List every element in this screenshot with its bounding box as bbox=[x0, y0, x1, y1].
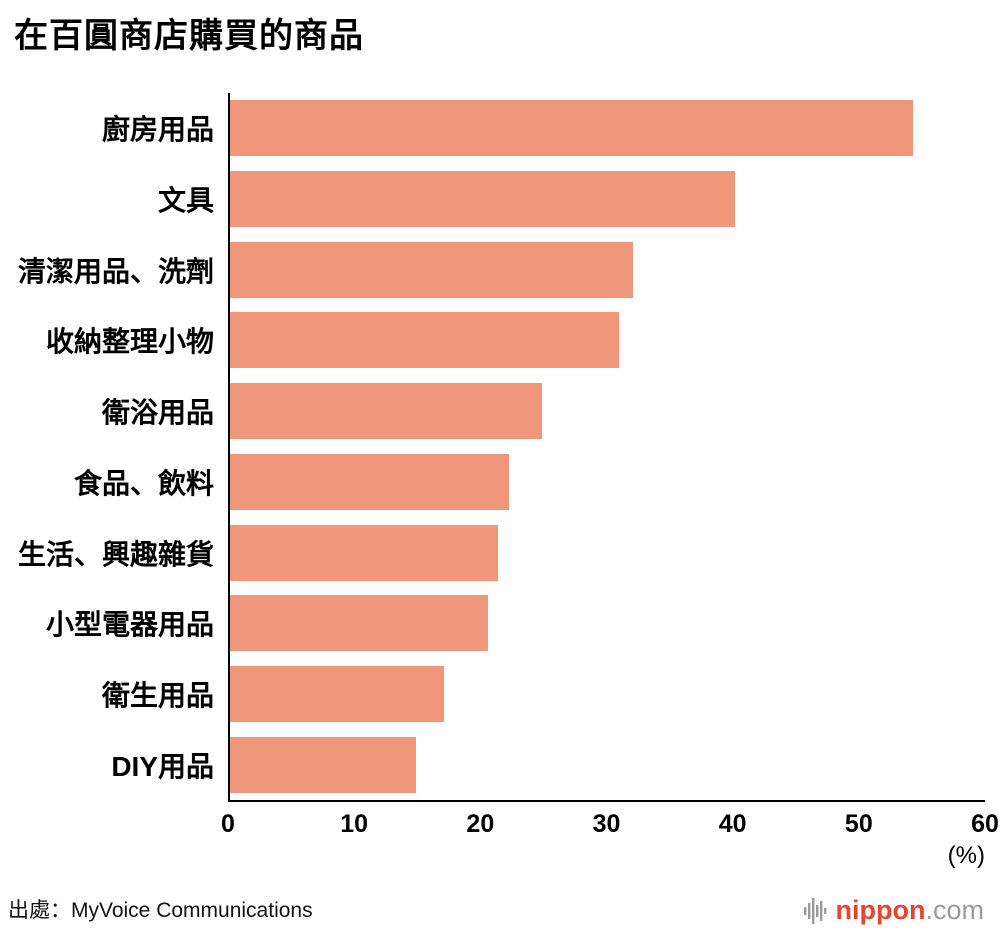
x-tick-label: 40 bbox=[718, 810, 747, 838]
axis-unit-label: (%) bbox=[947, 842, 985, 869]
bar-area bbox=[228, 234, 985, 305]
bar bbox=[228, 312, 620, 369]
bar bbox=[228, 241, 633, 298]
x-tick-label: 10 bbox=[340, 810, 369, 838]
bar-area bbox=[228, 93, 985, 164]
chart-row: 食品、飲料 bbox=[0, 447, 1000, 518]
brand-name: nippon bbox=[835, 895, 926, 925]
chart-row: 衛浴用品 bbox=[0, 376, 1000, 447]
x-tick-label: 30 bbox=[592, 810, 621, 838]
bar-area bbox=[228, 164, 985, 235]
category-label: 文具 bbox=[157, 185, 214, 217]
x-tick-label: 20 bbox=[466, 810, 495, 838]
category-label: DIY用品 bbox=[111, 750, 214, 782]
chart-row: 廚房用品 bbox=[0, 93, 1000, 164]
bar bbox=[228, 736, 416, 793]
chart-row: DIY用品 bbox=[0, 729, 1000, 800]
category-label: 清潔用品、洗劑 bbox=[17, 255, 214, 287]
chart-rows: 廚房用品文具清潔用品、洗劑收納整理小物衛浴用品食品、飲料生活、興趣雜貨小型電器用… bbox=[0, 93, 1000, 800]
category-label: 食品、飲料 bbox=[73, 467, 214, 499]
chart-row: 清潔用品、洗劑 bbox=[0, 234, 1000, 305]
category-label: 衛浴用品 bbox=[101, 397, 214, 429]
brand-footer: nippon.com bbox=[803, 895, 984, 926]
source-caption: 出處：MyVoice Communications bbox=[8, 899, 313, 922]
bar bbox=[228, 171, 736, 228]
nippon-logo-icon bbox=[803, 896, 828, 926]
bar-area bbox=[228, 376, 985, 447]
x-tick-label: 60 bbox=[971, 810, 999, 838]
bar bbox=[228, 100, 914, 157]
chart-row: 生活、興趣雜貨 bbox=[0, 517, 1000, 588]
bar-area bbox=[228, 305, 985, 376]
bar bbox=[228, 453, 510, 510]
bar-area bbox=[228, 517, 985, 588]
chart-row: 文具 bbox=[0, 164, 1000, 235]
x-axis-ticks: 0 10 20 30 40 50 60 bbox=[221, 810, 999, 840]
bar bbox=[228, 595, 488, 652]
bar bbox=[228, 383, 543, 440]
bar-area bbox=[228, 729, 985, 800]
category-label: 衛生用品 bbox=[101, 679, 214, 711]
chart-row: 小型電器用品 bbox=[0, 588, 1000, 659]
chart-title: 在百圓商店購買的商品 bbox=[14, 17, 364, 55]
brand-suffix: .com bbox=[925, 895, 984, 925]
chart-row: 衛生用品 bbox=[0, 659, 1000, 730]
category-label: 收納整理小物 bbox=[45, 326, 214, 358]
bar-area bbox=[228, 588, 985, 659]
bar-area bbox=[228, 659, 985, 730]
chart-row: 收納整理小物 bbox=[0, 305, 1000, 376]
brand-wordmark: nippon.com bbox=[836, 895, 984, 926]
category-label: 生活、興趣雜貨 bbox=[17, 538, 214, 570]
y-axis-line bbox=[228, 93, 230, 802]
category-label: 廚房用品 bbox=[101, 114, 214, 146]
bar bbox=[228, 665, 444, 722]
x-tick-label: 50 bbox=[844, 810, 873, 838]
bar bbox=[228, 524, 498, 581]
category-label: 小型電器用品 bbox=[45, 609, 214, 641]
x-tick-label: 0 bbox=[221, 810, 235, 838]
bar-area bbox=[228, 447, 985, 518]
x-axis-line bbox=[228, 800, 985, 802]
